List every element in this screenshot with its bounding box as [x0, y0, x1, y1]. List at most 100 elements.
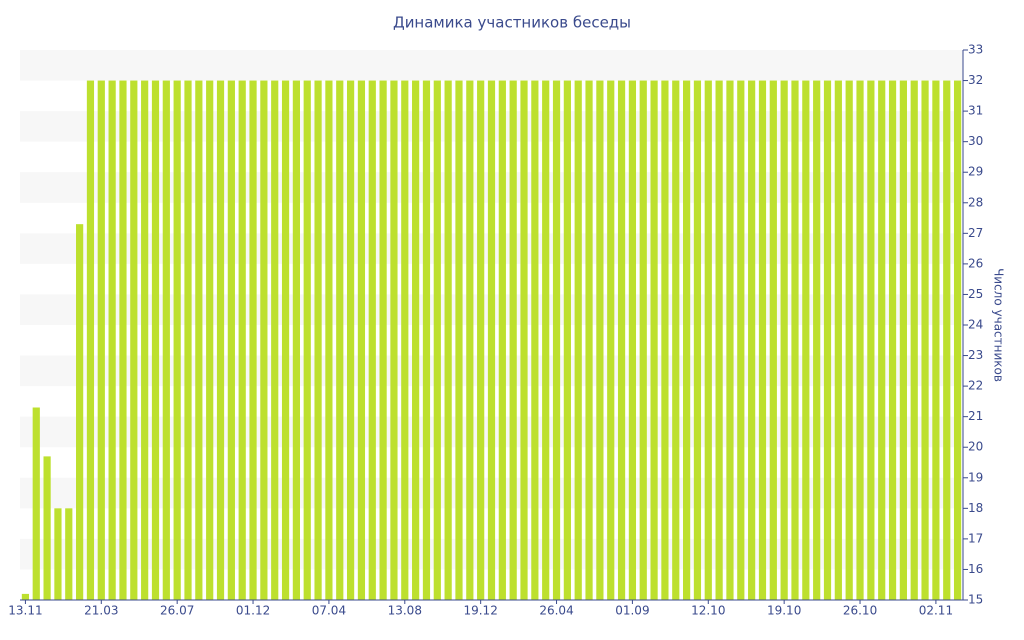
bar [563, 80, 571, 601]
bar [607, 80, 615, 601]
bar [921, 80, 929, 601]
y-tick-label: 16 [968, 562, 983, 576]
x-tick-label: 02.11 [919, 604, 953, 618]
x-tick-label: 13.11 [8, 604, 42, 618]
bar [943, 80, 951, 601]
chart-title: Динамика участников беседы [393, 14, 631, 32]
bar [769, 80, 777, 601]
bar [466, 80, 474, 601]
bar [260, 80, 268, 601]
y-tick-label: 26 [968, 256, 983, 270]
bar [552, 80, 561, 601]
x-tick-label: 01.12 [236, 604, 270, 618]
bar [249, 80, 257, 601]
y-tick-label: 15 [968, 593, 983, 607]
bar [878, 80, 886, 601]
bar [596, 80, 604, 601]
bar [281, 80, 290, 601]
bar [108, 80, 116, 601]
bar [119, 80, 127, 601]
bar [195, 80, 203, 601]
y-tick-label: 25 [968, 287, 983, 301]
x-tick-label: 26.10 [843, 604, 877, 618]
bar [325, 80, 333, 601]
bar [856, 80, 864, 601]
bar [227, 80, 235, 601]
bar [498, 80, 506, 601]
bar [726, 80, 734, 601]
y-tick-label: 28 [968, 195, 983, 209]
bar [271, 80, 279, 601]
bar [86, 80, 95, 601]
bar [791, 80, 799, 601]
bar [683, 80, 691, 601]
bar [173, 80, 181, 601]
bar [368, 80, 376, 601]
bar [346, 80, 355, 601]
bar [477, 80, 485, 601]
bar [292, 80, 300, 601]
bar [628, 80, 637, 601]
bar [834, 80, 842, 601]
bar [867, 80, 875, 601]
bar [151, 80, 160, 601]
bar [379, 80, 387, 601]
bar [357, 80, 366, 601]
bar [487, 80, 496, 601]
bar [21, 593, 30, 600]
x-tick-label: 19.10 [767, 604, 801, 618]
y-tick-label: 23 [968, 348, 983, 362]
y-tick-label: 24 [968, 318, 983, 332]
y-tick-label: 29 [968, 165, 983, 179]
bar [65, 508, 73, 600]
x-tick-label: 26.07 [160, 604, 194, 618]
bar [693, 80, 702, 601]
bar [206, 80, 214, 601]
y-tick-label: 19 [968, 470, 983, 484]
bar [412, 80, 420, 601]
bar [585, 80, 593, 601]
bar [715, 80, 723, 601]
x-tick-label: 12.10 [691, 604, 725, 618]
bar [184, 80, 192, 601]
bar [43, 456, 51, 600]
bar [672, 80, 680, 601]
bar [845, 80, 853, 601]
bar [390, 80, 398, 601]
bar [813, 80, 821, 601]
y-tick-label: 31 [968, 104, 983, 118]
bar [162, 80, 170, 601]
bar [650, 80, 658, 601]
y-tick-label: 27 [968, 226, 983, 240]
bar [401, 80, 409, 601]
bar [542, 80, 550, 601]
bar [141, 80, 149, 601]
y-tick-label: 22 [968, 379, 983, 393]
bar [823, 80, 832, 601]
bar [661, 80, 669, 601]
bar [737, 80, 745, 601]
grid-band [20, 50, 963, 81]
y-tick-label: 17 [968, 531, 983, 545]
bar [888, 80, 897, 601]
bar [953, 80, 962, 601]
y-tick-label: 33 [968, 43, 983, 57]
bar [509, 80, 517, 601]
x-tick-label: 13.08 [388, 604, 422, 618]
bar [433, 80, 441, 601]
bar [216, 80, 225, 601]
bar [444, 80, 452, 601]
bar [336, 80, 344, 601]
x-tick-label: 26.04 [539, 604, 573, 618]
bar [531, 80, 539, 601]
y-tick-label: 21 [968, 409, 983, 423]
y-axis-label: Число участников [992, 268, 1006, 382]
y-tick-label: 18 [968, 501, 983, 515]
bar [758, 80, 767, 601]
bar [704, 80, 712, 601]
x-tick-label: 19.12 [463, 604, 497, 618]
bar [76, 224, 84, 600]
x-tick-label: 07.04 [312, 604, 346, 618]
x-tick-label: 21.03 [84, 604, 118, 618]
